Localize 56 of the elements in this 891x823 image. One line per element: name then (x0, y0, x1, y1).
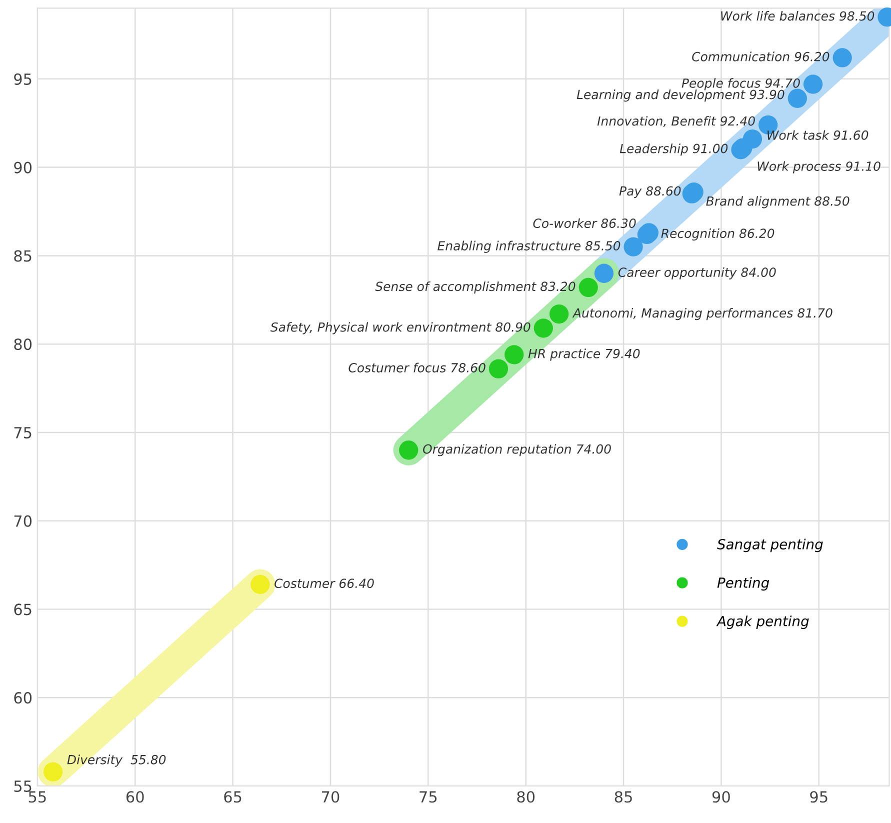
point (832, 48, 852, 68)
y-tick-label: 95 (14, 73, 32, 85)
point (43, 762, 63, 782)
point (788, 88, 807, 108)
data-label: Diversity 55.80 (67, 754, 166, 767)
y-tick-label: 70 (14, 515, 32, 527)
data-label: Costumer 66.40 (274, 578, 374, 588)
y-tick-label: 85 (14, 250, 32, 262)
data-label: Work task 91.60 (768, 130, 868, 140)
point (624, 237, 643, 256)
y-tick-label: 90 (14, 162, 32, 174)
point (578, 278, 598, 298)
data-label: Autonomi, Managing performances 81.70 (572, 308, 832, 320)
data-label: People focus 94.70 (682, 78, 800, 90)
legend-label: Agak penting (716, 616, 809, 630)
data-label: HR practice 79.40 (528, 348, 640, 361)
point (504, 345, 524, 364)
y-tick-label: 55 (14, 780, 32, 792)
data-label: Innovation, Benefit 92.40 (597, 116, 755, 128)
x-tick-label: 85 (614, 791, 632, 803)
x-tick-label: 55 (28, 791, 46, 803)
x-tick-label: 95 (810, 791, 828, 803)
data-label: Work process 91.10 (758, 161, 880, 174)
data-label: Pay 88.60 (619, 186, 681, 198)
data-label: Learning and development 93.90 (576, 90, 784, 102)
legend-label: Penting (717, 577, 770, 591)
point (488, 359, 508, 378)
data-label: Co-worker 86.30 (533, 218, 636, 228)
x-tick-label: 70 (322, 791, 340, 803)
y-tick-label: 75 (14, 427, 32, 438)
x-tick-label: 90 (712, 791, 730, 803)
x-tick-label: 80 (517, 791, 535, 803)
legend-label: Sangat penting (717, 538, 823, 552)
data-label: Organization reputation 74.00 (423, 444, 611, 456)
x-tick-label: 75 (420, 791, 437, 803)
point (534, 318, 553, 338)
data-label: Leadership 91.00 (620, 144, 728, 156)
y-tick-label: 80 (14, 338, 32, 350)
data-label: Recognition 86.20 (661, 228, 774, 241)
x-tick-label: 65 (224, 791, 242, 803)
data-label: Communication 96.20 (692, 52, 830, 62)
data-label: Career opportunity 84.00 (618, 267, 776, 280)
data-label: Sense of accomplishment 83.20 (375, 281, 576, 294)
data-label: Enabling infrastructure 85.50 (438, 240, 620, 253)
point (803, 74, 823, 94)
data-label: Brand alignment 88.50 (706, 196, 850, 208)
point (549, 304, 569, 324)
point (594, 264, 614, 283)
point (399, 440, 418, 460)
y-tick-label: 65 (14, 604, 32, 616)
y-tick-label: 60 (14, 692, 32, 704)
data-label: Work life balances 98.50 (721, 11, 874, 21)
data-label: Costumer focus 78.60 (348, 362, 486, 372)
point (250, 574, 270, 594)
x-tick-label: 60 (126, 791, 144, 803)
data-label: Safety, Physical work environtment 80.90 (270, 322, 530, 334)
